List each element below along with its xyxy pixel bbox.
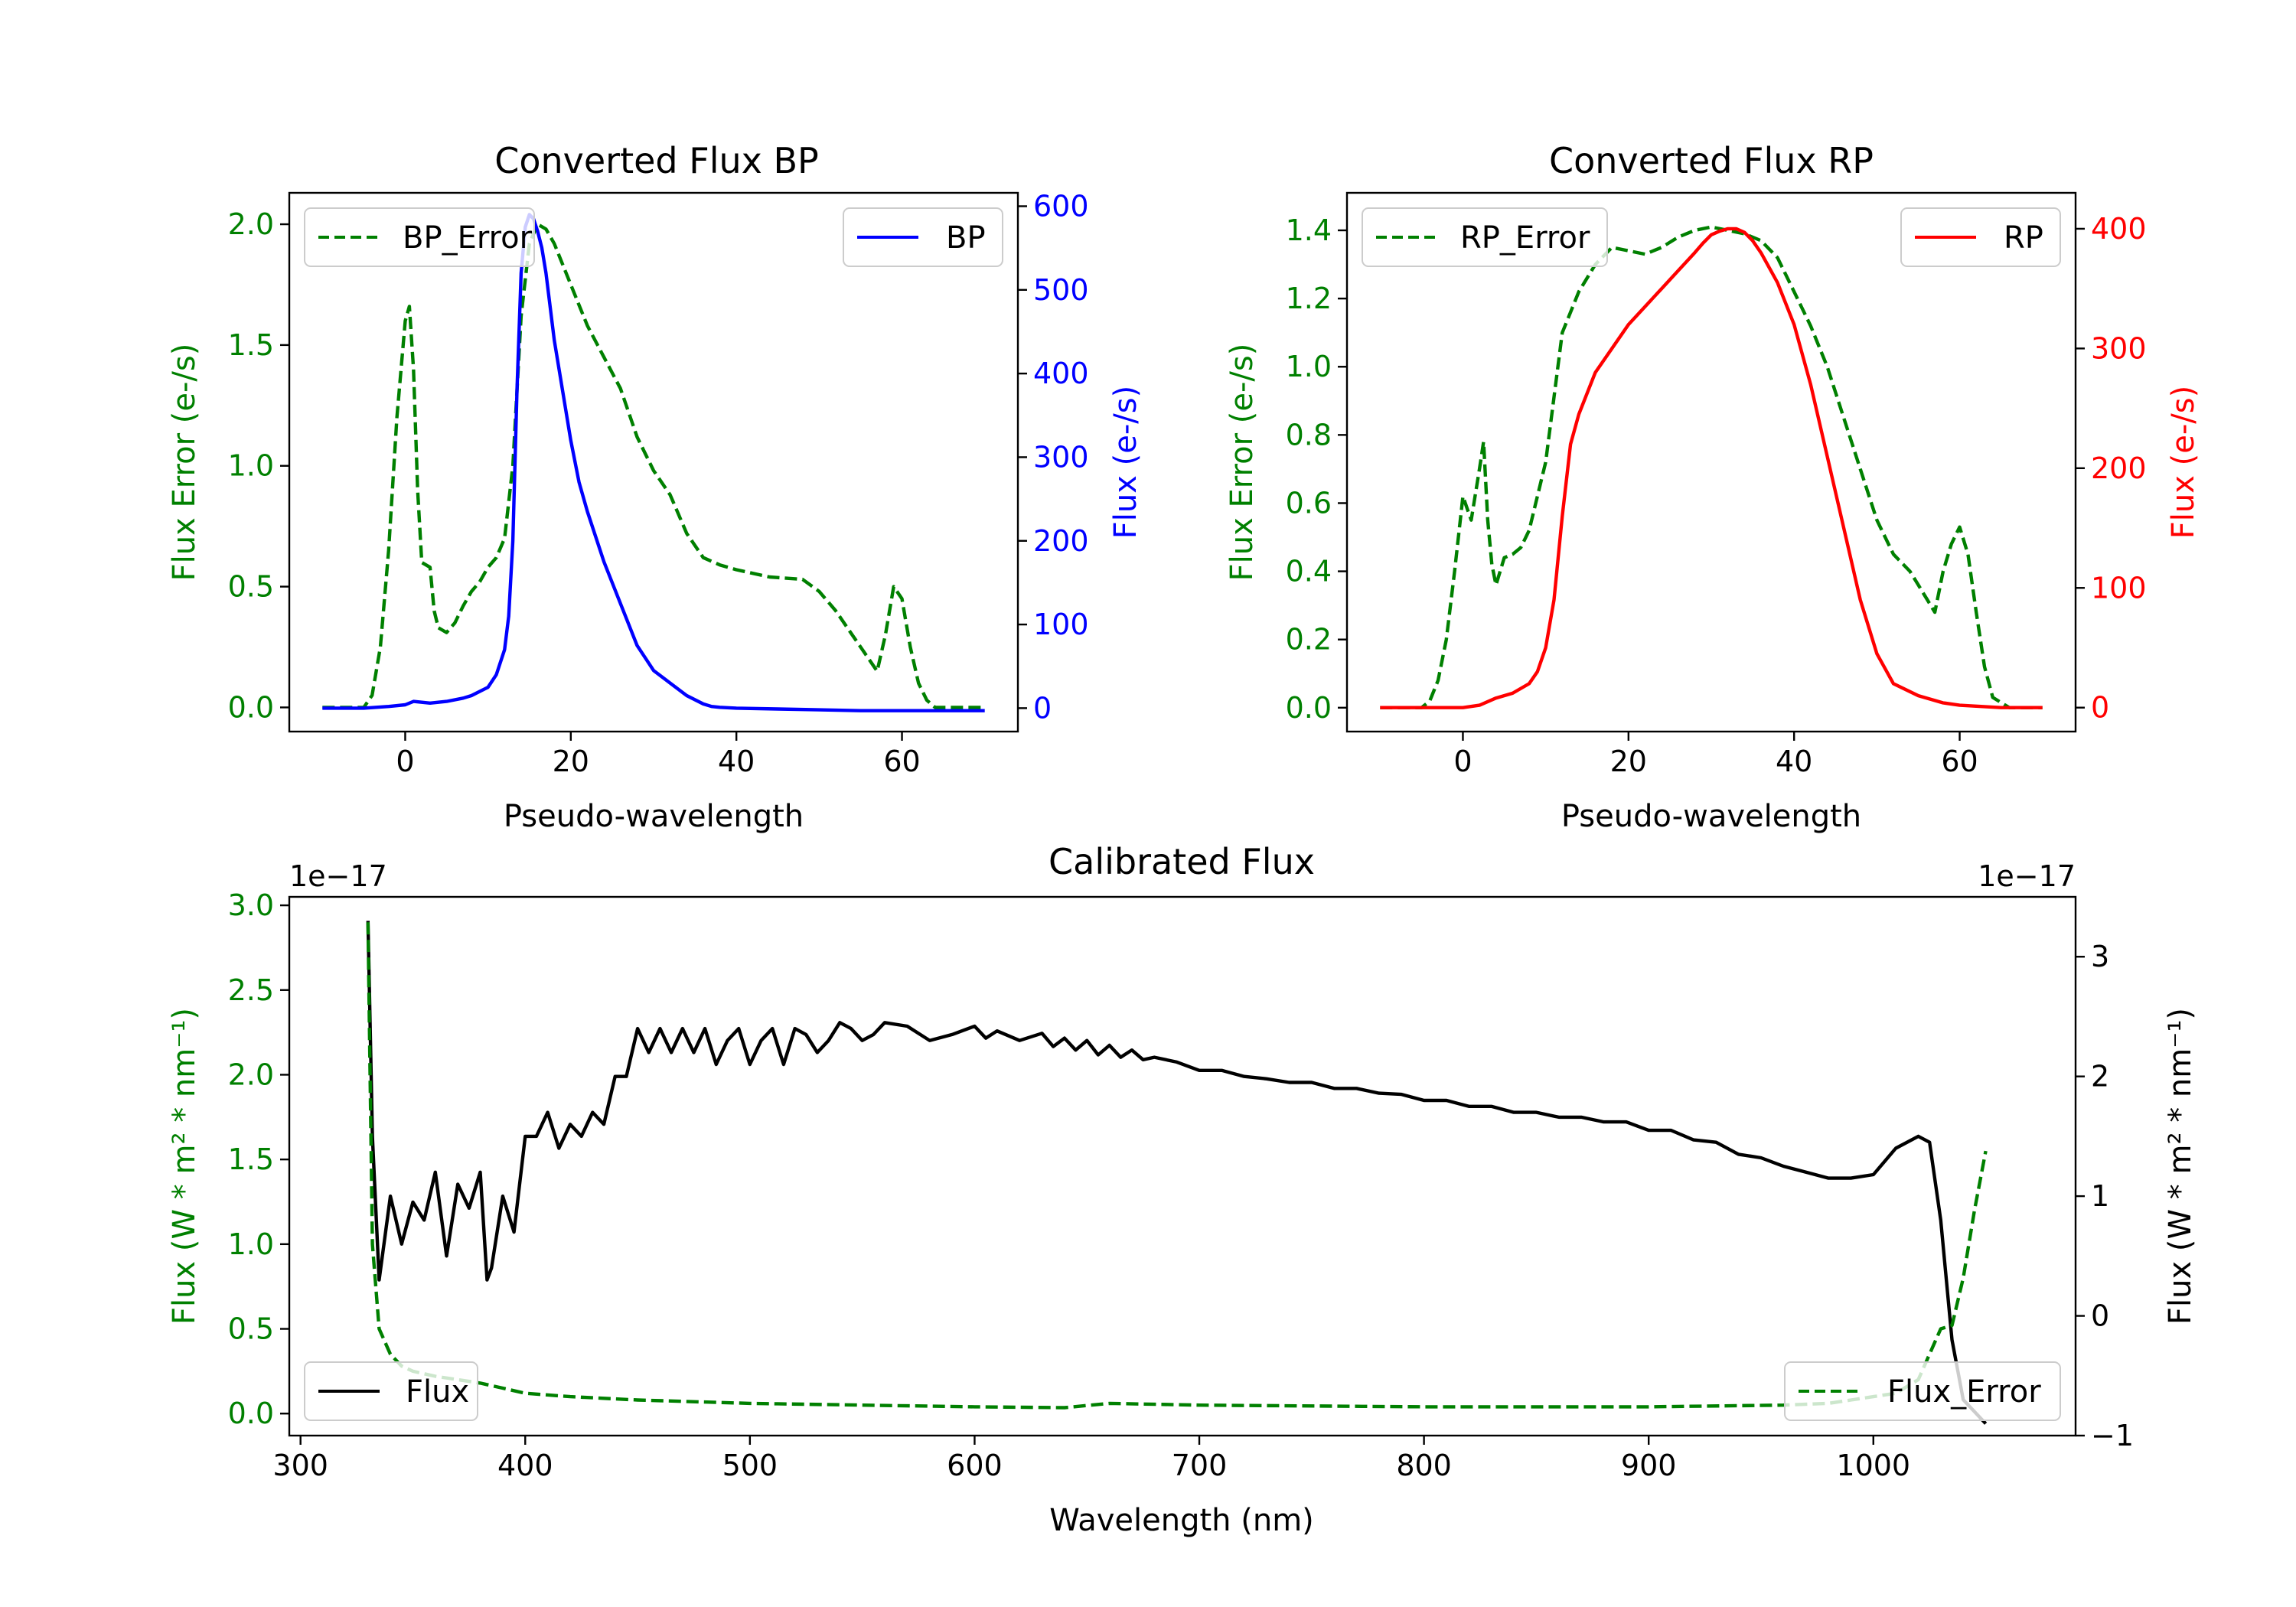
left-tick-label: 0.0: [1286, 691, 1332, 725]
x-tick-label: 500: [722, 1449, 778, 1482]
chart-rp: Converted Flux RP 0 20 40 60 0.0 0.2 0.4 0.6 0.8…: [1225, 140, 2201, 834]
left-tick-label: 0.0: [228, 1397, 274, 1430]
chart-rp-ylabel-right: Flux (e-/s): [2166, 386, 2201, 539]
left-tick-label: 3.0: [228, 888, 274, 922]
left-tick-label: 1.5: [228, 1143, 274, 1176]
left-tick-label: 2.5: [228, 973, 274, 1007]
right-tick-label: −1: [2091, 1419, 2134, 1452]
right-tick-label: 100: [2091, 571, 2147, 605]
chart-calibrated-xlabel: Wavelength (nm): [1049, 1503, 1314, 1538]
x-tick-label: 800: [1396, 1449, 1452, 1482]
chart-rp-legend-flux: RP: [1900, 207, 2061, 267]
left-tick-label: 0.6: [1286, 486, 1332, 520]
offset-right: 1e−17: [1978, 859, 2076, 893]
right-tick-label: 400: [1033, 357, 1089, 390]
left-tick-label: 1.0: [228, 449, 274, 483]
legend-label-flux: Flux: [406, 1374, 469, 1410]
x-tick-label: 60: [883, 745, 920, 778]
left-tick-label: 0.0: [228, 690, 274, 724]
chart-bp-axes-frame: [288, 191, 1019, 733]
left-tick-label: 0.2: [1286, 623, 1332, 657]
x-tick-label: 20: [553, 745, 589, 778]
right-tick-label: 0: [2091, 1299, 2109, 1333]
right-tick-label: 600: [1033, 189, 1089, 223]
left-tick-label: 1.4: [1286, 214, 1332, 247]
x-tick-label: 0: [1453, 745, 1472, 778]
left-tick-label: 1.0: [1286, 350, 1332, 383]
x-tick-label: 400: [497, 1449, 553, 1482]
offset-left: 1e−17: [289, 859, 387, 893]
x-tick-label: 300: [272, 1449, 328, 1482]
chart-calibrated-ylabel-left: Flux (W * m² * nm⁻¹): [167, 1008, 202, 1325]
left-tick-label: 0.4: [1286, 555, 1332, 588]
right-tick-label: 0: [1033, 691, 1052, 725]
chart-rp-title: Converted Flux RP: [1549, 140, 1874, 181]
chart-bp: Converted Flux BP 0 20 40 60 0.0 0.5 1.0 1.5 2.0…: [167, 140, 1143, 834]
chart-calibrated-ylabel-right: Flux (W * m² * nm⁻¹): [2163, 1008, 2198, 1325]
x-tick-label: 700: [1172, 1449, 1228, 1482]
x-tick-label: 40: [1776, 745, 1812, 778]
right-tick-label: 400: [2091, 212, 2147, 246]
x-tick-label: 60: [1941, 745, 1978, 778]
chart-rp-xlabel: Pseudo-wavelength: [1561, 799, 1861, 834]
chart-bp-ylabel-left: Flux Error (e-/s): [167, 344, 202, 582]
right-tick-label: 100: [1033, 608, 1089, 641]
right-tick-label: 500: [1033, 273, 1089, 307]
chart-rp-axes-frame: [1345, 191, 2077, 733]
legend-label-rp: RP: [2004, 220, 2043, 256]
legend-label-rp-error: RP_Error: [1460, 220, 1590, 256]
chart-calibrated-axes-frame: [288, 895, 2077, 1437]
legend-label-bp-error: BP_Error: [403, 220, 533, 256]
x-tick-label: 600: [947, 1449, 1003, 1482]
series-line-rp: [1380, 227, 2043, 709]
chart-rp-legend-error: RP_Error: [1362, 207, 1608, 267]
right-tick-label: 1: [2091, 1179, 2109, 1213]
left-tick-label: 0.5: [228, 570, 274, 604]
chart-calibrated-title: Calibrated Flux: [1049, 841, 1315, 882]
left-tick-label: 1.2: [1286, 282, 1332, 315]
chart-calibrated: Calibrated Flux 1e−17 1e−17 300 400 500 600…: [167, 841, 2198, 1538]
right-tick-label: 300: [1033, 440, 1089, 474]
chart-bp-title: Converted Flux BP: [494, 140, 819, 181]
chart-calibrated-legend-flux: Flux: [304, 1361, 478, 1421]
left-tick-label: 2.0: [228, 207, 274, 241]
series-line-rp-error: [1380, 225, 2043, 709]
left-tick-label: 2.0: [228, 1058, 274, 1091]
left-tick-label: 0.5: [228, 1312, 274, 1346]
chart-bp-legend-error: BP_Error: [304, 207, 535, 267]
chart-bp-ylabel-right: Flux (e-/s): [1108, 386, 1143, 539]
legend-label-flux-error: Flux_Error: [1887, 1374, 2041, 1410]
right-tick-label: 300: [2091, 331, 2147, 365]
x-tick-label: 1000: [1836, 1449, 1910, 1482]
series-line-bp-error: [322, 222, 985, 709]
x-tick-label: 900: [1621, 1449, 1677, 1482]
left-tick-label: 1.5: [228, 328, 274, 362]
right-tick-label: 3: [2091, 940, 2109, 973]
series-line-flux: [366, 921, 1988, 1425]
right-tick-label: 200: [2091, 451, 2147, 485]
right-tick-label: 2: [2091, 1060, 2109, 1094]
chart-calibrated-legend-error: Flux_Error: [1784, 1361, 2061, 1421]
legend-label-bp: BP: [946, 220, 986, 256]
chart-bp-legend-flux: BP: [843, 207, 1003, 267]
right-tick-label: 200: [1033, 524, 1089, 558]
chart-rp-ylabel-left: Flux Error (e-/s): [1225, 344, 1260, 582]
left-tick-label: 0.8: [1286, 418, 1332, 451]
series-line-bp: [322, 213, 985, 712]
left-tick-label: 1.0: [228, 1227, 274, 1261]
x-tick-label: 40: [718, 745, 755, 778]
x-tick-label: 0: [396, 745, 414, 778]
x-tick-label: 20: [1610, 745, 1647, 778]
chart-bp-xlabel: Pseudo-wavelength: [504, 799, 804, 834]
right-tick-label: 0: [2091, 691, 2109, 725]
